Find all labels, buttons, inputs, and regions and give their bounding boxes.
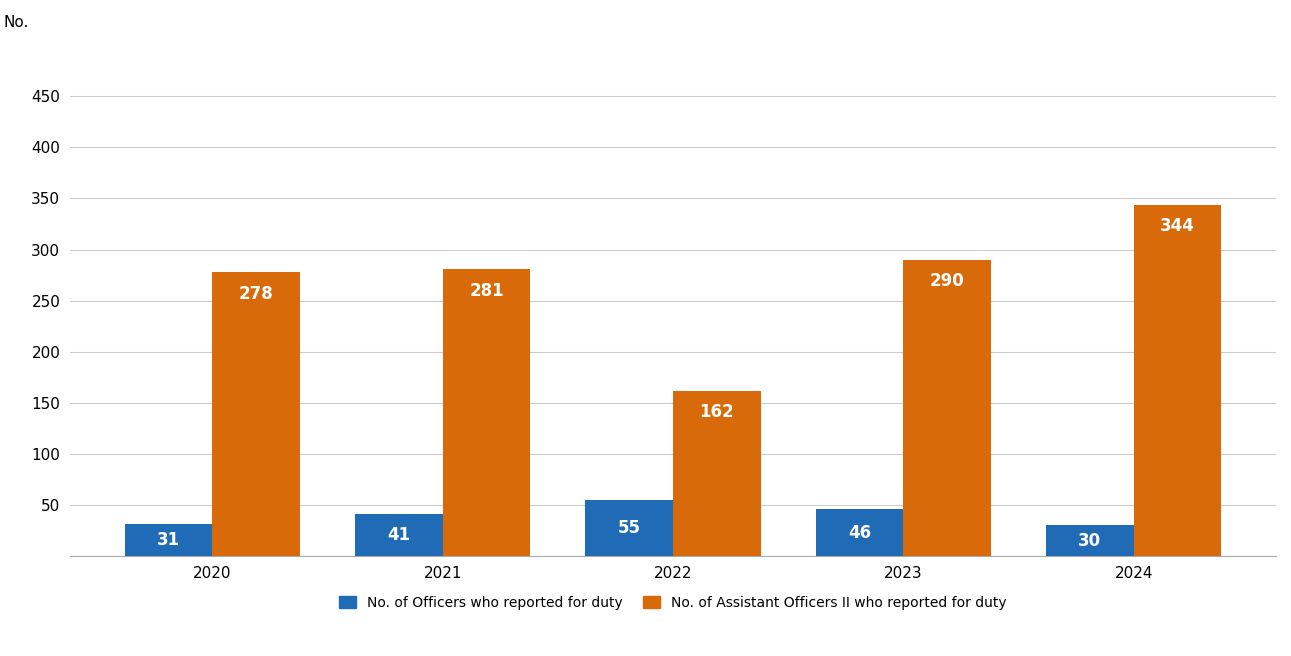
Text: 344: 344: [1161, 217, 1195, 236]
Text: 46: 46: [848, 523, 871, 542]
Text: 278: 278: [239, 285, 274, 303]
Bar: [673, 390, 760, 556]
Text: 290: 290: [930, 272, 964, 291]
Text: 41: 41: [387, 526, 411, 544]
Bar: [1046, 525, 1133, 556]
Bar: [212, 272, 300, 556]
Text: 30: 30: [1078, 532, 1101, 550]
Text: 162: 162: [700, 403, 735, 421]
Bar: [443, 269, 531, 556]
Text: 55: 55: [618, 519, 640, 537]
Text: No.: No.: [4, 15, 30, 30]
Bar: [355, 514, 443, 556]
Text: 281: 281: [469, 281, 503, 300]
Legend: No. of Officers who reported for duty, No. of Assistant Officers II who reported: No. of Officers who reported for duty, N…: [333, 590, 1012, 615]
Text: 31: 31: [158, 531, 181, 549]
Bar: [904, 260, 991, 556]
Bar: [125, 524, 212, 556]
Bar: [1133, 205, 1221, 556]
Bar: [586, 500, 673, 556]
Bar: [816, 509, 904, 556]
